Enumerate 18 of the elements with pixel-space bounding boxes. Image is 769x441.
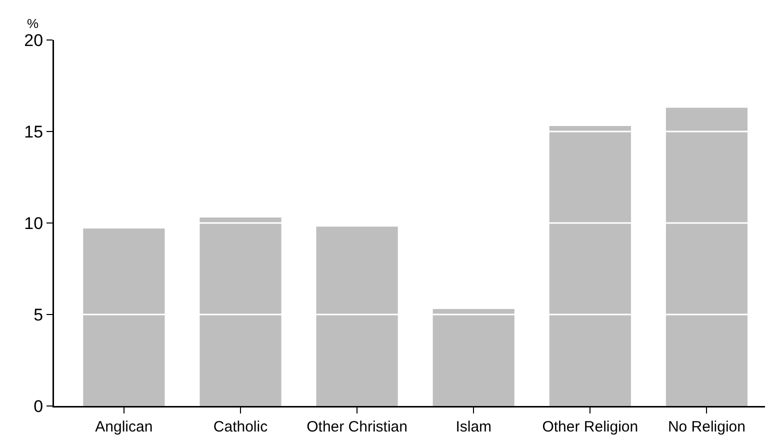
y-axis-title: % [27,16,39,31]
y-tick-label: 15 [24,122,44,142]
x-tick-label: Islam [456,418,492,436]
x-tick-label: Other Christian [306,418,408,436]
bar [83,228,165,406]
bar [432,309,514,406]
y-tick-label: 10 [24,214,44,233]
y-tick-label: 20 [24,30,44,50]
y-tick-label: 0 [34,396,44,416]
bar [200,218,282,406]
x-tick-label: Other Religion [542,418,638,436]
x-tick-label: Anglican [95,418,153,436]
x-tick-label: No Religion [668,418,746,436]
x-tick-label: Catholic [213,418,268,436]
y-tick-label: 5 [34,305,44,324]
bar [549,126,631,406]
bar [316,226,398,406]
bar [666,108,748,406]
